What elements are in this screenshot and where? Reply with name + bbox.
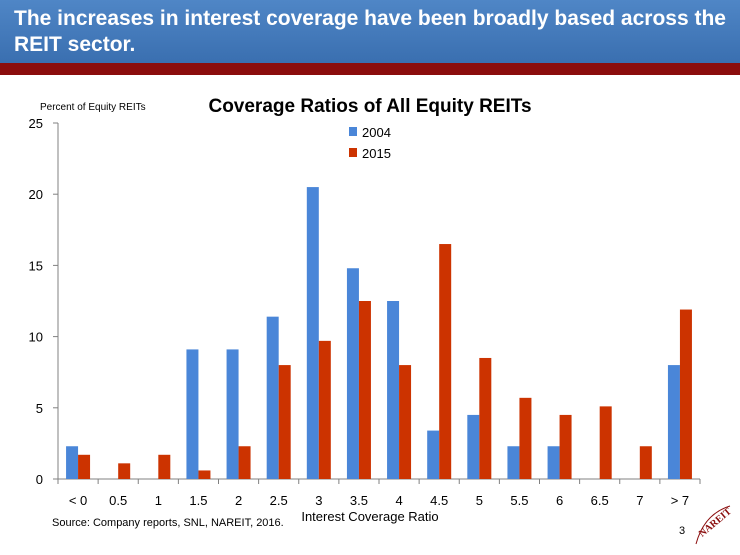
bar-2015 (358, 301, 371, 479)
y-tick-label: 20 (29, 187, 43, 202)
bar-2004 (667, 365, 680, 479)
bar-2015 (278, 365, 291, 479)
bar-2004 (467, 414, 480, 479)
legend-swatch-2004 (349, 127, 357, 136)
bar-2015 (519, 397, 532, 479)
chart-marks: 0 5 10 15 20 25 < 0 0.5 1 1.5 2 2.5 3 3.5 4 4.5 5 5.5 6 6.5… (29, 116, 701, 508)
bar-2015 (78, 454, 91, 479)
bar-2015 (118, 463, 131, 479)
bar-2015 (238, 446, 251, 479)
x-tick-label: 3.5 (350, 493, 368, 508)
x-tick-label: 2 (235, 493, 242, 508)
bar-2004 (186, 349, 199, 479)
x-tick-label: 6 (556, 493, 563, 508)
x-tick-label: 6.5 (591, 493, 609, 508)
x-tick-label: 4.5 (430, 493, 448, 508)
legend-label-2015: 2015 (362, 146, 391, 161)
bar-2015 (559, 414, 572, 479)
bar-2015 (479, 357, 492, 479)
x-tick-label: 4 (395, 493, 402, 508)
bar-2004 (427, 430, 440, 479)
legend-label-2004: 2004 (362, 125, 391, 140)
x-tick-label: 2.5 (270, 493, 288, 508)
bar-2015 (198, 470, 211, 479)
y-tick-label: 25 (29, 116, 43, 131)
source-note: Source: Company reports, SNL, NAREIT, 20… (52, 517, 284, 529)
banner-stripe (0, 63, 740, 75)
title-banner: The increases in interest coverage have … (0, 0, 740, 63)
x-tick-label: 1.5 (189, 493, 207, 508)
y-tick-label: 5 (36, 401, 43, 416)
bar-2004 (346, 268, 359, 479)
svg-text:NAREIT: NAREIT (697, 506, 734, 540)
bar-2015 (639, 446, 652, 479)
nareit-logo: NAREIT (695, 505, 734, 545)
x-tick-label: > 7 (671, 493, 689, 508)
chart-title: Coverage Ratios of All Equity REITs (208, 96, 531, 117)
x-tick-label: 7 (636, 493, 643, 508)
bar-2004 (306, 187, 319, 479)
bar-2004 (226, 349, 239, 479)
y-tick-label: 15 (29, 258, 43, 273)
x-tick-label: 5 (476, 493, 483, 508)
x-tick-label: 5.5 (510, 493, 528, 508)
bar-2004 (507, 446, 520, 479)
bar-2015 (399, 365, 412, 479)
x-tick-label: 3 (315, 493, 322, 508)
y-tick-label: 0 (36, 472, 43, 487)
y-axis-label: Percent of Equity REITs (40, 102, 146, 113)
bar-2004 (266, 316, 279, 479)
x-tick-label: 0.5 (109, 493, 127, 508)
bar-2015 (439, 244, 452, 479)
bar-2015 (599, 406, 612, 479)
bar-2015 (158, 454, 171, 479)
bar-2015 (318, 340, 331, 479)
x-axis-label: Interest Coverage Ratio (301, 509, 438, 524)
bar-2004 (66, 446, 79, 479)
page-number: 3 (679, 525, 686, 537)
legend-swatch-2015 (349, 148, 357, 157)
slide-title: The increases in interest coverage have … (14, 7, 726, 56)
bar-2004 (547, 446, 560, 479)
bar-2015 (679, 309, 692, 479)
x-tick-label: 1 (155, 493, 162, 508)
x-tick-label: < 0 (69, 493, 87, 508)
bar-2004 (387, 301, 400, 479)
y-tick-label: 10 (29, 330, 43, 345)
